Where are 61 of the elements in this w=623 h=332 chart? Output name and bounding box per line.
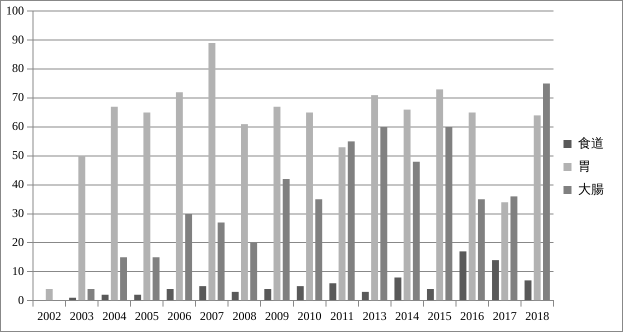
x-tick-label: 2005 [134,308,159,323]
bar [524,280,532,300]
bar [468,112,476,300]
y-tick-label: 100 [6,3,24,18]
x-tick-label: 2008 [232,308,256,323]
legend-label: 大腸 [578,182,604,198]
bar [426,289,434,300]
bar [110,106,118,300]
x-tick-label: 2002 [37,308,62,323]
x-tick-label: 2014 [395,308,420,323]
x-tick-label: 2016 [460,308,484,323]
bar [199,286,206,300]
x-tick-label: 2004 [102,308,126,323]
bar [534,115,541,300]
x-tick-label: 2011 [330,308,354,323]
x-tick-label: 2013 [362,308,387,323]
y-tick-label: 70 [12,90,24,104]
legend-label: 食道 [578,136,604,152]
x-tick-label: 2015 [428,308,452,323]
bar [329,283,336,300]
y-tick-label: 30 [12,206,24,220]
x-tick-label: 2003 [70,308,94,323]
y-tick-label: 40 [12,176,24,191]
y-tick-label: 10 [12,264,24,278]
bar [134,294,142,300]
y-tick-label: 50 [12,148,24,162]
bar [46,289,53,300]
bar [362,292,369,300]
x-tick-label: 2017 [492,308,517,323]
y-tick-label: 0 [18,292,24,307]
y-tick-label: 60 [12,119,24,134]
bar [492,260,499,300]
bar [143,112,150,300]
bar [371,95,378,300]
bar [394,277,402,300]
bar [166,289,174,300]
y-tick-label: 20 [12,234,24,249]
x-tick-label: 2007 [200,308,224,323]
bar [436,89,444,300]
bar [306,112,313,300]
bar [460,251,466,300]
x-tick-label: 2009 [264,308,289,323]
y-tick-label: 80 [12,61,24,76]
bar [69,298,76,300]
bar [232,292,239,300]
y-tick-label: 90 [12,32,24,46]
bar [404,110,411,300]
bar [338,147,346,300]
bar [176,92,183,300]
bar [274,106,280,300]
bar [208,43,216,300]
bar [240,124,248,300]
x-tick-label: 2006 [167,308,192,323]
bar [78,156,86,300]
bar [264,289,272,300]
bar [501,202,508,300]
x-tick-label: 2018 [525,308,550,323]
bar [102,294,109,300]
bar [296,286,304,300]
legend-label: 胃 [578,159,591,174]
x-tick-label: 2010 [298,308,322,323]
